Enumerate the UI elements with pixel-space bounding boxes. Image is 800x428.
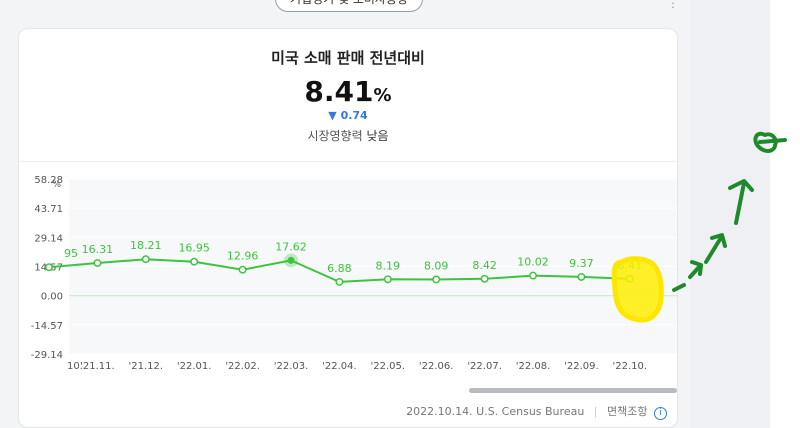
line-chart[interactable]: 58.2843.7129.1414.570.00-14.57-29.14%951… <box>19 29 678 428</box>
data-label: 12.96 <box>227 250 259 263</box>
y-tick-label: -14.57 <box>31 321 63 332</box>
data-label: 18.21 <box>130 239 162 252</box>
x-tick-label: 10. <box>67 361 83 372</box>
impact-label: 시장영향력 <box>307 129 363 143</box>
data-point <box>190 257 199 266</box>
indicator-value: 8.41% <box>19 75 677 108</box>
data-point <box>287 256 295 264</box>
side-panel <box>690 0 770 428</box>
data-point <box>529 271 537 280</box>
data-label: 8.09 <box>424 259 449 272</box>
data-point <box>432 275 441 284</box>
x-tick-label: '22.02. <box>225 361 260 372</box>
info-icon[interactable]: i <box>654 407 667 420</box>
data-point <box>45 263 53 272</box>
source-name: U.S. Census Bureau <box>476 405 585 418</box>
data-label: 10.02 <box>517 256 549 269</box>
value-unit: % <box>373 85 392 106</box>
divider <box>19 161 677 162</box>
y-tick-label: 29.14 <box>34 233 63 244</box>
market-impact: 시장영향력 낮음 <box>19 127 677 144</box>
horizontal-scrollbar <box>469 388 677 393</box>
x-tick-label: '22.09. <box>564 361 599 372</box>
data-point <box>238 265 247 274</box>
data-label: 16.95 <box>178 242 210 255</box>
footer-separator: | <box>593 405 598 418</box>
indicator-title: 미국 소매 판매 전년대비 <box>271 49 425 67</box>
disclaimer-link[interactable]: 면책조항 <box>607 405 648 418</box>
highlight-mark <box>611 256 664 323</box>
data-point <box>141 255 150 264</box>
x-tick-label: '22.03. <box>274 361 309 372</box>
data-point <box>480 274 489 283</box>
value-change: ▼ 0.74 <box>328 109 368 122</box>
data-point <box>577 272 586 281</box>
y-tick-label: 43.71 <box>34 204 63 215</box>
data-label: 8.42 <box>472 259 497 272</box>
data-label: 16.31 <box>82 243 114 256</box>
data-label: 17.62 <box>275 240 307 253</box>
data-label: 9.37 <box>569 257 594 270</box>
x-tick-label: '22.04. <box>322 361 357 372</box>
x-tick-label: '22.08. <box>516 361 551 372</box>
data-point <box>335 277 344 286</box>
x-tick-label: '21.11. <box>80 361 115 372</box>
y-tick-label: -29.14 <box>31 350 63 361</box>
x-tick-label: '22.05. <box>371 361 406 372</box>
data-point <box>93 259 102 267</box>
x-tick-label: '21.12. <box>129 361 164 372</box>
more-icon[interactable]: ⋮ <box>667 0 679 10</box>
impact-level: 낮음 <box>366 129 389 143</box>
data-label: 6.88 <box>327 262 352 275</box>
data-label: 8.19 <box>376 259 401 272</box>
y-tick-label: 58.28 <box>34 175 63 186</box>
y-unit-label: % <box>52 180 61 190</box>
source-footer: 2022.10.14. U.S. Census Bureau | 면책조항 i <box>406 403 667 420</box>
source-date: 2022.10.14. <box>406 405 473 418</box>
x-tick-label: '22.01. <box>177 361 212 372</box>
data-label: 95 <box>64 247 78 260</box>
x-tick-label: '22.10. <box>613 361 648 372</box>
x-tick-label: '22.07. <box>467 361 502 372</box>
page-margin <box>770 0 800 428</box>
data-point <box>383 275 392 284</box>
indicator-card: 미국 소매 판매 전년대비 8.41% ▼ 0.74 시장영향력 낮음 58.2… <box>18 28 678 428</box>
value-number: 8.41 <box>304 75 374 108</box>
x-tick-label: '22.06. <box>419 361 454 372</box>
y-tick-label: 0.00 <box>41 292 63 303</box>
